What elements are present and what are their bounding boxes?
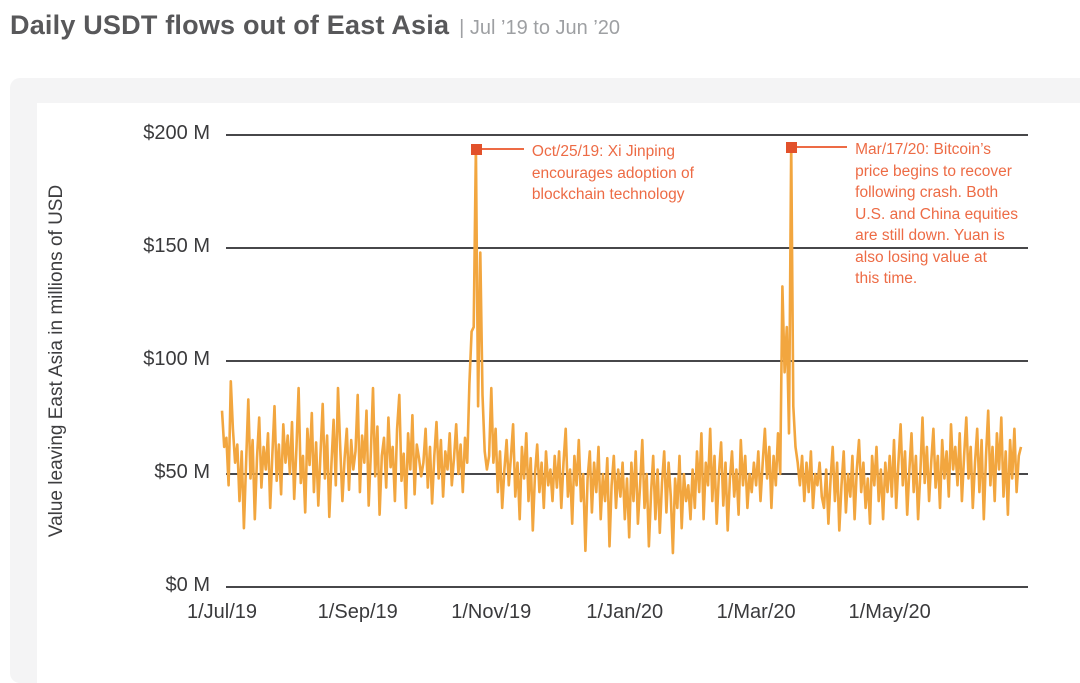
x-tick-label: 1/Mar/20 — [716, 601, 796, 623]
annotation-oct-25-19-marker — [470, 144, 482, 156]
annotation-oct-25-19-text: Oct/25/19: Xi Jinping encourages adoptio… — [531, 143, 694, 204]
y-axis-title: Value leaving East Asia in millions of U… — [46, 184, 67, 538]
x-tick-label: 1/Jul/19 — [186, 601, 258, 623]
gridline-0 — [226, 586, 1028, 588]
x-tick-label: 1/May/20 — [848, 601, 931, 623]
annotation-mar-17-20-leader-line — [797, 146, 848, 149]
usdt-flow-chart: $200 M $150 M $100 M $50 M $0 M 1/Jul/19 1/Sep… — [143, 122, 1028, 623]
page-title: Daily USDT flows out of East Asia — [10, 10, 450, 40]
gridline-150 — [226, 247, 1028, 249]
chart-card — [10, 78, 1080, 683]
y-tick-label: $200 M — [143, 122, 210, 144]
x-tick-label: 1/Jan/20 — [586, 601, 664, 623]
x-tick-label: 1/Nov/19 — [451, 601, 532, 623]
x-tick-label: 1/Sep/19 — [317, 601, 398, 623]
annotation-mar-17-20-marker — [786, 142, 798, 154]
y-tick-label: $0 M — [165, 574, 210, 596]
chart-header: Daily USDT flows out of East Asia | Jul … — [10, 10, 620, 41]
annotation-oct-25-19-leader-line — [481, 148, 524, 151]
annotation-mar-17-20-text: Mar/17/20: Bitcoin’s price begins to rec… — [855, 141, 1018, 288]
y-tick-label: $150 M — [143, 235, 210, 257]
date-range-subtitle: | Jul ’19 to Jun ’20 — [459, 17, 621, 39]
gridline-100 — [226, 360, 1028, 362]
gridline-50 — [226, 473, 1028, 475]
y-tick-label: $50 M — [154, 461, 210, 483]
y-tick-label: $100 M — [143, 348, 210, 370]
usdt-flow-line — [220, 142, 1023, 555]
gridline-200 — [226, 134, 1028, 136]
